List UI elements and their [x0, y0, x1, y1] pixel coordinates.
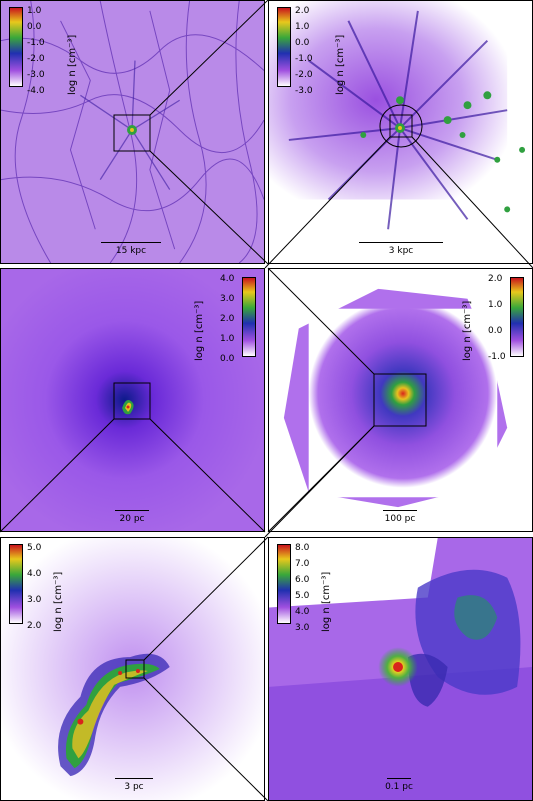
colorbar-tick: -3.0 — [295, 86, 313, 96]
scale-bar — [383, 510, 417, 511]
colorbar-tick: 4.0 — [295, 607, 310, 617]
panel-middle-right: 2.0 1.0 0.0 -1.0 log n [cm⁻³] 100 pc — [268, 268, 533, 532]
colorbar-tick: -2.0 — [295, 70, 313, 80]
density-map-image — [1, 269, 264, 531]
panel-top-left: 1.0 0.0 -1.0 -2.0 -3.0 -4.0 log n [cm⁻³]… — [0, 0, 265, 264]
colorbar-label: log n [cm⁻³] — [53, 571, 64, 632]
colorbar-tick: 1.0 — [27, 6, 42, 16]
colorbar-tick: 5.0 — [27, 543, 42, 553]
colorbar — [510, 277, 524, 357]
colorbar-tick: -1.0 — [488, 352, 506, 362]
scale-label: 15 kpc — [115, 246, 147, 256]
scale-bar — [359, 242, 443, 243]
colorbar-tick: 4.0 — [27, 569, 42, 579]
colorbar-tick: 0.0 — [27, 22, 42, 32]
colorbar-tick: 8.0 — [295, 543, 310, 553]
colorbar-tick: 2.0 — [27, 621, 42, 631]
colorbar — [242, 277, 256, 357]
colorbar-tick: 2.0 — [295, 6, 310, 16]
scale-label: 0.1 pc — [385, 782, 413, 792]
panel-top-right: 2.0 1.0 0.0 -1.0 -2.0 -3.0 log n [cm⁻³] … — [268, 0, 533, 264]
panel-middle-left: 4.0 3.0 2.0 1.0 0.0 log n [cm⁻³] 20 pc — [0, 268, 265, 532]
scale-label: 3 pc — [124, 782, 144, 792]
colorbar-tick: 1.0 — [488, 300, 503, 310]
colorbar — [277, 544, 291, 624]
colorbar-label: log n [cm⁻³] — [462, 300, 473, 361]
colorbar-label: log n [cm⁻³] — [321, 571, 332, 632]
colorbar-tick: 5.0 — [295, 591, 310, 601]
scale-bar — [101, 242, 161, 243]
scale-bar — [115, 778, 153, 779]
colorbar-tick: 7.0 — [295, 559, 310, 569]
panel-bottom-left: 5.0 4.0 3.0 2.0 log n [cm⁻³] 3 pc — [0, 537, 265, 801]
colorbar-tick: -3.0 — [27, 70, 45, 80]
colorbar-tick: 4.0 — [220, 274, 235, 284]
colorbar-tick: 3.0 — [220, 294, 235, 304]
colorbar-tick: -1.0 — [27, 38, 45, 48]
panel-bottom-right: 8.0 7.0 6.0 5.0 4.0 3.0 log n [cm⁻³] 0.1… — [268, 537, 533, 801]
colorbar-tick: 2.0 — [488, 274, 503, 284]
colorbar-tick: 0.0 — [220, 354, 235, 364]
colorbar — [9, 7, 23, 87]
colorbar-label: log n [cm⁻³] — [194, 300, 205, 361]
colorbar-label: log n [cm⁻³] — [67, 34, 78, 95]
scale-label: 20 pc — [119, 514, 145, 524]
colorbar — [9, 544, 23, 624]
colorbar-tick: -2.0 — [27, 54, 45, 64]
colorbar-tick: -4.0 — [27, 86, 45, 96]
colorbar-tick: 6.0 — [295, 575, 310, 585]
colorbar-tick: 0.0 — [488, 326, 503, 336]
colorbar-tick: 3.0 — [295, 623, 310, 633]
scale-label: 100 pc — [384, 514, 416, 524]
colorbar-tick: 0.0 — [295, 38, 310, 48]
scale-label: 3 kpc — [388, 246, 414, 256]
colorbar-tick: 1.0 — [220, 334, 235, 344]
colorbar-tick: 1.0 — [295, 22, 310, 32]
colorbar-tick: 2.0 — [220, 314, 235, 324]
colorbar — [277, 7, 291, 87]
colorbar-label: log n [cm⁻³] — [335, 34, 346, 95]
density-map-image — [269, 538, 532, 800]
scale-bar — [115, 510, 149, 511]
colorbar-tick: -1.0 — [295, 54, 313, 64]
scale-bar — [387, 778, 411, 779]
colorbar-tick: 3.0 — [27, 595, 42, 605]
